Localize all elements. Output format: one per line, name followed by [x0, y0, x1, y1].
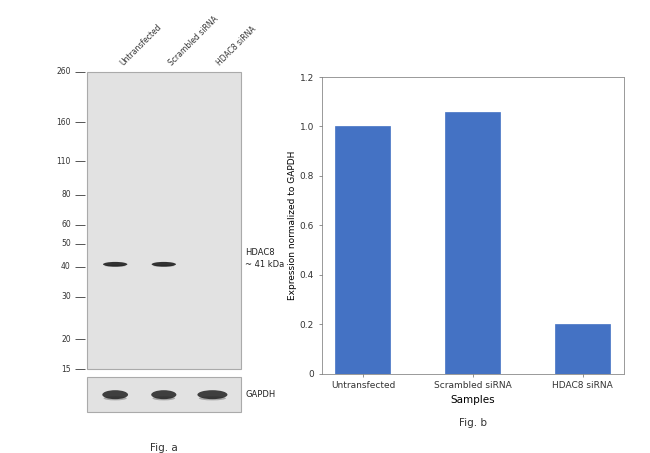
Text: 40: 40 [61, 262, 71, 271]
Text: Fig. b: Fig. b [459, 418, 488, 428]
Ellipse shape [103, 262, 127, 267]
Ellipse shape [199, 396, 226, 400]
FancyBboxPatch shape [86, 377, 241, 412]
Text: 60: 60 [61, 220, 71, 229]
Text: 110: 110 [57, 157, 71, 166]
Ellipse shape [105, 265, 125, 267]
Text: Untransfected: Untransfected [118, 23, 163, 67]
Text: HDAC8
~ 41 kDa: HDAC8 ~ 41 kDa [245, 248, 285, 269]
Text: 30: 30 [61, 292, 71, 301]
Text: 80: 80 [61, 190, 71, 199]
FancyBboxPatch shape [86, 72, 241, 369]
Text: Fig. a: Fig. a [150, 443, 177, 453]
Bar [335, 126, 391, 374]
Bar [555, 324, 610, 374]
Text: Scrambled siRNA: Scrambled siRNA [166, 14, 220, 67]
Y-axis label: Expression normalized to GAPDH: Expression normalized to GAPDH [288, 151, 297, 300]
Text: 15: 15 [61, 365, 71, 374]
Ellipse shape [103, 396, 127, 400]
Ellipse shape [151, 262, 176, 267]
Text: GAPDH: GAPDH [245, 390, 276, 399]
Ellipse shape [153, 265, 174, 267]
Text: 20: 20 [61, 335, 71, 344]
Bar [445, 111, 501, 374]
Ellipse shape [151, 390, 176, 399]
Text: 260: 260 [57, 67, 71, 76]
X-axis label: Samples: Samples [450, 395, 495, 405]
Text: 160: 160 [57, 118, 71, 127]
Ellipse shape [153, 396, 175, 400]
Ellipse shape [102, 390, 128, 399]
Text: 50: 50 [61, 239, 71, 248]
Ellipse shape [198, 390, 228, 399]
Text: HDAC8 siRNA: HDAC8 siRNA [215, 24, 258, 67]
